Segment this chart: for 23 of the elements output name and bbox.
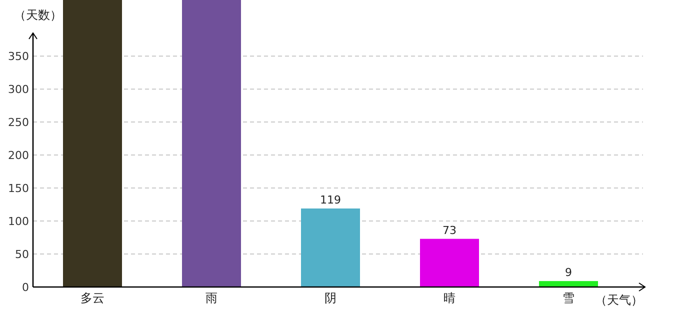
x-tick-label: 晴 [444,291,456,305]
y-tick-label: 300 [8,83,29,96]
y-tick-label: 250 [8,116,29,130]
bar [420,238,479,287]
bar [182,0,241,287]
x-tick-label: 阴 [324,291,336,305]
y-tick-label: 200 [8,149,29,162]
x-tick-label: 雨 [206,291,218,305]
y-tick-label: 100 [8,215,29,228]
bar [539,281,598,287]
x-axis-title: （天气） [595,293,643,307]
data-label: 119 [320,193,341,206]
bar [301,208,360,287]
data-label: 73 [442,224,456,237]
y-tick-label: 50 [15,248,29,262]
y-tick-label: 0 [22,281,29,294]
y-axis-title: （天数） [14,8,62,22]
data-label: 9 [565,266,572,280]
bar [63,0,122,287]
x-tick-label: 多云 [80,291,104,305]
x-tick-label: 雪 [562,291,574,305]
y-tick-label: 150 [8,182,29,196]
y-tick-label: 350 [8,50,29,64]
